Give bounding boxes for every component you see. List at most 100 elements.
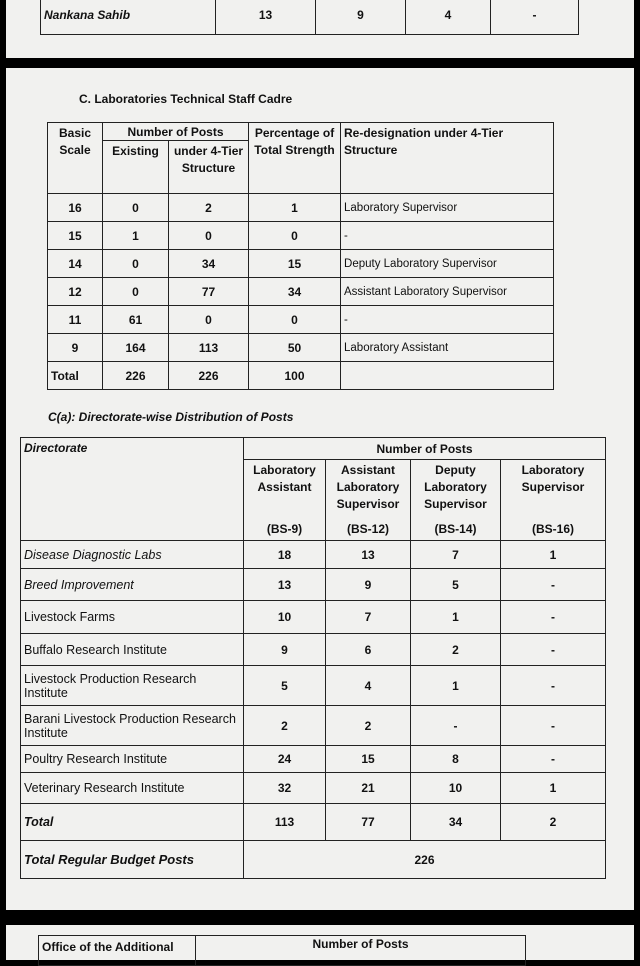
posts-cell: 4 bbox=[325, 665, 411, 706]
posts-cell: 15 bbox=[325, 745, 411, 773]
header-directorate: Directorate bbox=[20, 437, 244, 541]
column-title: Deputy Laboratory Supervisor bbox=[424, 463, 487, 511]
column-title: Assistant Laboratory Supervisor bbox=[336, 463, 400, 511]
column-scale: (BS-9) bbox=[266, 522, 303, 536]
existing-cell: 0 bbox=[102, 277, 169, 306]
directorate-cell: Disease Diagnostic Labs bbox=[20, 540, 244, 569]
column-scale: (BS-16) bbox=[532, 522, 575, 536]
document-page: C. Laboratories Technical Staff Cadre Ba… bbox=[6, 68, 634, 910]
cell: - bbox=[490, 0, 579, 35]
column-header: Assistant Laboratory Supervisor (BS-12) bbox=[325, 459, 411, 541]
posts-cell: 21 bbox=[325, 772, 411, 804]
table-row: 9 164 113 50 Laboratory Assistant bbox=[47, 333, 555, 362]
percentage-cell: 15 bbox=[248, 249, 342, 278]
column-header: Laboratory Assistant (BS-9) bbox=[243, 459, 326, 541]
posts-cell: 18 bbox=[243, 540, 326, 569]
cell: 4 bbox=[405, 0, 491, 35]
posts-cell: 13 bbox=[243, 568, 326, 601]
next-page-fragment: Office of the Additional Number of Posts bbox=[6, 925, 634, 966]
staff-cadre-table: Basic Scale Number of Posts Percentage o… bbox=[47, 122, 555, 390]
header-percentage: Percentage of Total Strength bbox=[248, 122, 342, 194]
directorate-cell: Veterinary Research Institute bbox=[20, 772, 244, 804]
existing-cell: 164 bbox=[102, 333, 169, 362]
posts-cell: 1 bbox=[410, 665, 501, 706]
basic-scale-cell: 11 bbox=[47, 305, 103, 334]
header-number-of-posts: Number of Posts bbox=[101, 122, 250, 141]
previous-page-fragment: Nankana Sahib 13 9 4 - bbox=[6, 0, 634, 58]
posts-cell: 7 bbox=[410, 540, 501, 569]
header-redesignation: Re-designation under 4-Tier Structure bbox=[340, 122, 555, 194]
previous-table-fragment: Nankana Sahib 13 9 4 - bbox=[40, 0, 579, 35]
table-row: Livestock Farms 10 7 1- bbox=[20, 600, 607, 634]
grand-total-row: Total Regular Budget Posts 226 bbox=[20, 840, 607, 879]
existing-cell: 0 bbox=[102, 193, 169, 222]
directorate-cell: Breed Improvement bbox=[20, 568, 244, 601]
header-number-of-posts: Number of Posts bbox=[242, 437, 607, 460]
posts-cell: 1 bbox=[410, 600, 501, 634]
directorate-cell: Barani Livestock Production Research Ins… bbox=[20, 705, 244, 746]
column-header: Laboratory Supervisor (BS-16) bbox=[499, 459, 607, 541]
basic-scale-cell: 14 bbox=[47, 249, 103, 278]
redesignation-cell: Laboratory Assistant bbox=[340, 333, 555, 362]
redesignation-cell: Deputy Laboratory Supervisor bbox=[340, 249, 555, 278]
percentage-cell: 0 bbox=[248, 221, 342, 250]
basic-scale-cell: 16 bbox=[47, 193, 103, 222]
posts-cell: 2 bbox=[410, 633, 501, 666]
percentage-cell: 34 bbox=[248, 277, 342, 306]
table-row: Livestock Production Research Institute 5… bbox=[20, 665, 607, 706]
percentage-cell: 1 bbox=[248, 193, 342, 222]
posts-cell: 113 bbox=[243, 803, 326, 841]
posts-cell: 7 bbox=[325, 600, 411, 634]
basic-scale-cell: 12 bbox=[47, 277, 103, 306]
existing-cell: 226 bbox=[102, 361, 169, 390]
posts-cell: - bbox=[499, 745, 607, 773]
existing-cell: 1 bbox=[102, 221, 169, 250]
table-row: Nankana Sahib 13 9 4 - bbox=[40, 0, 579, 35]
table-row: Disease Diagnostic Labs 18 13 7 1 bbox=[20, 540, 607, 569]
posts-cell: 24 bbox=[243, 745, 326, 773]
table-row: 15 1 0 0- bbox=[47, 221, 555, 250]
header-under-4tier: under 4-Tier Structure bbox=[167, 140, 250, 194]
redesignation-cell: - bbox=[340, 221, 555, 250]
basic-scale-cell: 9 bbox=[47, 333, 103, 362]
posts-cell: 1 bbox=[499, 772, 607, 804]
cell: Nankana Sahib bbox=[40, 0, 216, 35]
under-4tier-cell: 2 bbox=[167, 193, 250, 222]
table-row: 12 0 77 34 Assistant Laboratory Supervisor bbox=[47, 277, 555, 306]
posts-cell: 1 bbox=[499, 540, 607, 569]
column-header: Deputy Laboratory Supervisor (BS-14) bbox=[410, 459, 501, 541]
under-4tier-cell: 0 bbox=[167, 305, 250, 334]
table-row: Buffalo Research Institute 9 6 2- bbox=[20, 633, 607, 666]
under-4tier-cell: 226 bbox=[167, 361, 250, 390]
grand-total-value: 226 bbox=[242, 840, 607, 879]
posts-cell: 13 bbox=[325, 540, 411, 569]
header-office: Office of the Additional bbox=[38, 935, 196, 966]
grand-total-label: Total Regular Budget Posts bbox=[20, 840, 244, 879]
posts-cell: - bbox=[499, 600, 607, 634]
percentage-cell: 50 bbox=[248, 333, 342, 362]
under-4tier-cell: 34 bbox=[167, 249, 250, 278]
table-row: 14 0 34 15 Deputy Laboratory Supervisor bbox=[47, 249, 555, 278]
directorate-cell: Poultry Research Institute bbox=[20, 745, 244, 773]
cell: 9 bbox=[315, 0, 406, 35]
redesignation-cell: - bbox=[340, 305, 555, 334]
basic-scale-cell: 15 bbox=[47, 221, 103, 250]
posts-cell: - bbox=[499, 568, 607, 601]
table-row: Breed Improvement 13 9 5- bbox=[20, 568, 607, 601]
directorate-cell: Buffalo Research Institute bbox=[20, 633, 244, 666]
column-scale: (BS-12) bbox=[346, 522, 389, 536]
next-table-fragment: Office of the Additional Number of Posts bbox=[38, 935, 526, 966]
posts-cell: 2 bbox=[243, 705, 326, 746]
directorate-cell: Total bbox=[20, 803, 244, 841]
percentage-cell: 0 bbox=[248, 305, 342, 334]
table-row: Veterinary Research Institute 32 21 10 1 bbox=[20, 772, 607, 804]
posts-cell: 2 bbox=[325, 705, 411, 746]
header-existing: Existing bbox=[102, 140, 169, 194]
posts-cell: 5 bbox=[243, 665, 326, 706]
posts-cell: 10 bbox=[410, 772, 501, 804]
directorate-distribution-table: Directorate Number of Posts Laboratory A… bbox=[20, 437, 607, 879]
posts-cell: 9 bbox=[243, 633, 326, 666]
total-row: Total 113 77 34 2 bbox=[20, 803, 607, 841]
cell: 13 bbox=[215, 0, 316, 35]
column-title: Laboratory Assistant bbox=[253, 463, 316, 494]
